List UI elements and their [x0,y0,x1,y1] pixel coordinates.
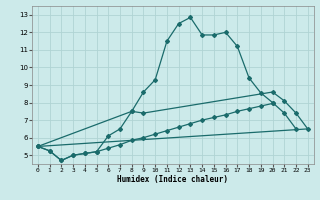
X-axis label: Humidex (Indice chaleur): Humidex (Indice chaleur) [117,175,228,184]
